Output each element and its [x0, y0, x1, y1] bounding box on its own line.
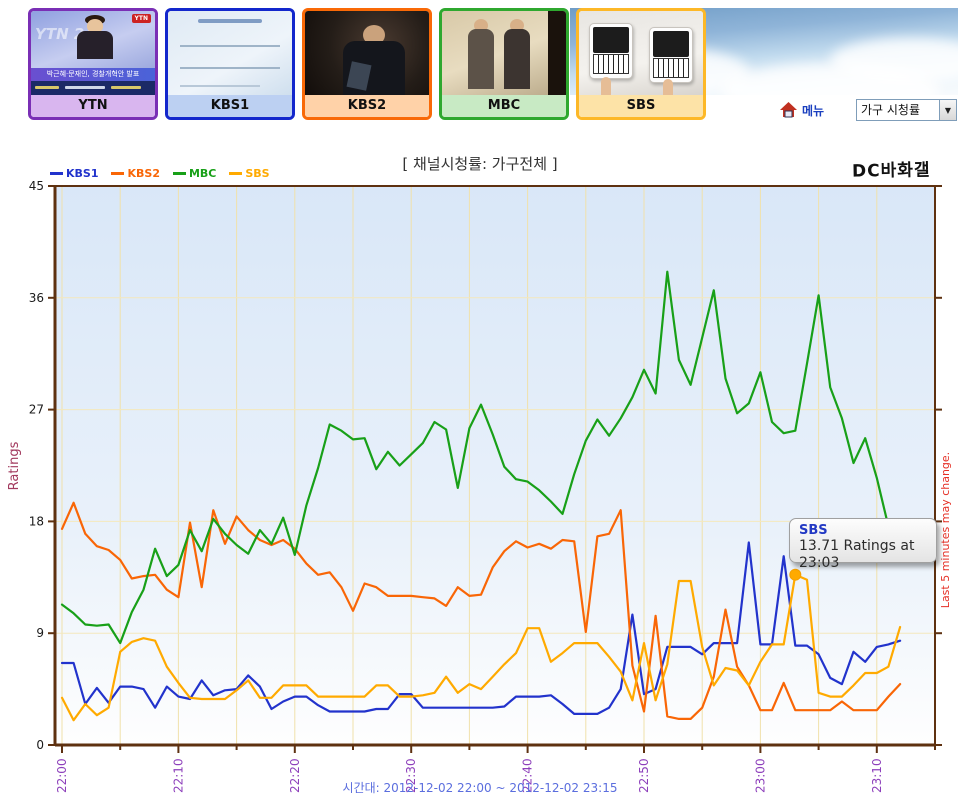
channel-thumbnail-kbs1: [168, 11, 292, 95]
home-icon[interactable]: [780, 102, 797, 118]
y-axis-title: Ratings: [7, 441, 22, 490]
legend-label: KBS1: [66, 167, 99, 180]
channel-card-mbc[interactable]: MBC: [439, 8, 569, 120]
kbs1-screen-text: [198, 19, 262, 23]
y-tick-label: 45: [29, 179, 44, 193]
legend-swatch: [50, 172, 63, 175]
plot-area: [55, 186, 935, 745]
channel-name-ytn: YTN: [31, 95, 155, 117]
channel-card-sbs[interactable]: SBS: [576, 8, 706, 120]
channel-name-kbs1: KBS1: [168, 95, 292, 117]
series-line-kbs2[interactable]: [60, 501, 902, 721]
y-tick-label: 36: [29, 291, 44, 305]
legend-swatch: [111, 172, 125, 175]
menu-label[interactable]: 메뉴: [802, 104, 825, 118]
y-tick-label: 0: [36, 738, 44, 752]
cloud-shape: [830, 38, 958, 83]
channel-thumbnail-ytn: YTN 24 YTN 박근혜·문재인, 경찰개혁안 발표: [31, 11, 155, 95]
x-tick-label: 22:30: [404, 758, 418, 793]
chart-legend: KBS1 KBS2 MBC SBS: [50, 167, 270, 180]
series-line-mbc[interactable]: [60, 270, 890, 645]
y-tick-label: 27: [29, 403, 44, 417]
channel-name-kbs2: KBS2: [305, 95, 429, 117]
y-tick-label: 9: [36, 626, 44, 640]
select-dropdown-arrow-icon[interactable]: ▼: [940, 99, 957, 121]
y-tick-label: 18: [29, 514, 44, 528]
legend-item-kbs1[interactable]: KBS1: [50, 167, 98, 180]
x-tick-label: 23:10: [870, 758, 884, 793]
x-tick-label: 22:20: [288, 758, 302, 793]
x-tick-label: 22:40: [521, 758, 535, 793]
legend-item-mbc[interactable]: MBC: [172, 167, 217, 180]
legend-swatch: [229, 172, 243, 175]
legend-label: MBC: [188, 167, 217, 180]
tooltip-channel: SBS: [799, 523, 828, 538]
channel-thumbnail-sbs: [579, 11, 703, 95]
sbs-tablet: [589, 23, 633, 79]
ratings-type-select[interactable]: 가구 시청률: [856, 99, 940, 121]
channel-card-kbs1[interactable]: KBS1: [165, 8, 295, 120]
chart-title: [ 채널시청률: 가구전체 ]: [402, 155, 558, 173]
legend-label: SBS: [245, 167, 270, 180]
channel-name-mbc: MBC: [442, 95, 566, 117]
x-tick-label: 22:50: [637, 758, 651, 793]
channel-thumbnail-mbc: [442, 11, 566, 95]
channel-thumbnail-kbs2: [305, 11, 429, 95]
legend-swatch: [172, 172, 186, 175]
x-tick-label: 22:00: [55, 758, 69, 793]
ytn-ticker: [31, 81, 155, 95]
ytn-logo: YTN: [131, 14, 151, 23]
ytn-headline: 박근혜·문재인, 경찰개혁안 발표: [31, 68, 155, 81]
legend-label: KBS2: [127, 167, 160, 180]
kbs2-person: [363, 25, 385, 45]
channel-name-sbs: SBS: [579, 95, 703, 117]
time-range-caption: 시간대: 2012-12-02 22:00 ~ 2012-12-02 23:15: [342, 781, 618, 795]
right-note: Last 5 minutes may change.: [939, 452, 952, 608]
legend-item-kbs2[interactable]: KBS2: [111, 167, 160, 180]
channel-card-kbs2[interactable]: KBS2: [302, 8, 432, 120]
menu-bar: 메뉴 가구 시청률 ▼: [780, 99, 957, 123]
series-line-kbs1[interactable]: [60, 541, 902, 716]
x-tick-label: 23:00: [753, 758, 767, 793]
hover-marker-sbs: [789, 568, 802, 581]
channel-card-ytn[interactable]: YTN 24 YTN 박근혜·문재인, 경찰개혁안 발표 YTN: [28, 8, 158, 120]
chart-tooltip: SBS 13.71 Ratings at 23:03: [789, 518, 937, 571]
mbc-people: [474, 19, 488, 32]
tooltip-value: 13.71 Ratings at 23:03: [799, 538, 915, 571]
legend-item-sbs[interactable]: SBS: [229, 167, 270, 180]
series-line-sbs[interactable]: [60, 573, 902, 722]
x-tick-label: 22:10: [171, 758, 185, 793]
sbs-tablet: [649, 27, 693, 83]
channel-thumbnail-row: YTN 24 YTN 박근혜·문재인, 경찰개혁안 발표 YTN KBS1 KBS2 MBC…: [0, 0, 960, 130]
